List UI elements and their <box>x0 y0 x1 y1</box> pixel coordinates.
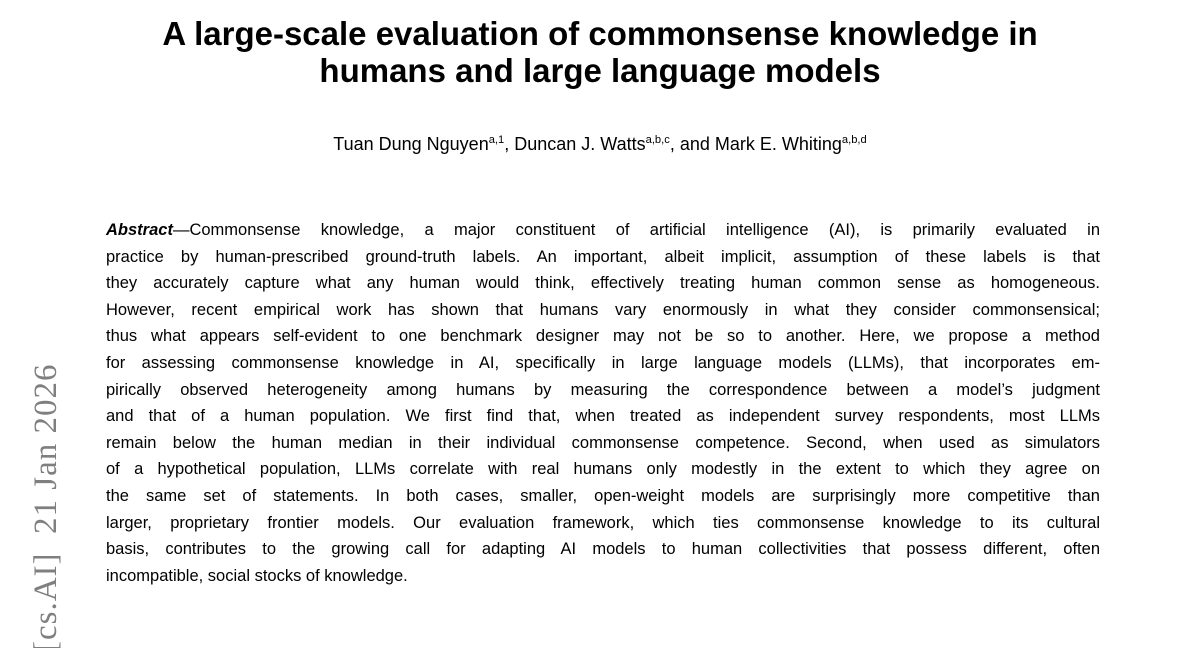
author-name: Duncan J. Watts <box>514 134 646 154</box>
paper-title: A large-scale evaluation of commonsense … <box>0 15 1200 89</box>
author-affiliation-marker: a,1 <box>488 134 505 146</box>
author-separator: , and <box>669 134 715 154</box>
abstract-line: thus what appears self-evident to one be… <box>106 327 1100 346</box>
abstract-line: practice by human-prescribed ground-trut… <box>106 247 1100 266</box>
arxiv-watermark: [cs.AI] 21 Jan 2026 <box>28 363 64 648</box>
abstract-line: larger, proprietary frontier models. Our… <box>106 513 1100 532</box>
author-affiliation-marker: a,b,c <box>645 134 670 146</box>
paper-title-line-1: A large-scale evaluation of commonsense … <box>162 15 1038 52</box>
abstract-line: they accurately capture what any human w… <box>106 274 1100 293</box>
author-name: Mark E. Whiting <box>714 134 842 154</box>
abstract-line: the same set of statements. In both case… <box>106 486 1100 505</box>
abstract-line: pirically observed heterogeneity among h… <box>106 380 1100 399</box>
abstract-label: Abstract <box>106 221 173 239</box>
author-separator: , <box>504 134 515 154</box>
author-list: Tuan Dung Nguyena,1, Duncan J. Wattsa,b,… <box>0 132 1200 156</box>
abstract-line: and that of a human population. We first… <box>106 407 1100 426</box>
abstract-line-text: —Commonsense knowledge, a major constitu… <box>172 221 1100 239</box>
abstract-line: for assessing commonsense knowledge in A… <box>106 353 1100 372</box>
abstract-line: However, recent empirical work has shown… <box>106 300 1100 319</box>
abstract-line: incompatible, social stocks of knowledge… <box>106 566 408 585</box>
abstract-line: of a hypothetical population, LLMs corre… <box>106 460 1100 479</box>
author-affiliation-marker: a,b,d <box>841 134 867 146</box>
paper-title-line-2: humans and large language models <box>319 52 881 89</box>
abstract-line: remain below the human median in their i… <box>106 433 1100 452</box>
author-name: Tuan Dung Nguyen <box>333 134 489 154</box>
abstract: Abstract—Commonsense knowledge, a major … <box>106 217 1100 589</box>
abstract-line: basis, contributes to the growing call f… <box>106 540 1100 559</box>
abstract-line: Abstract—Commonsense knowledge, a major … <box>106 217 1100 244</box>
